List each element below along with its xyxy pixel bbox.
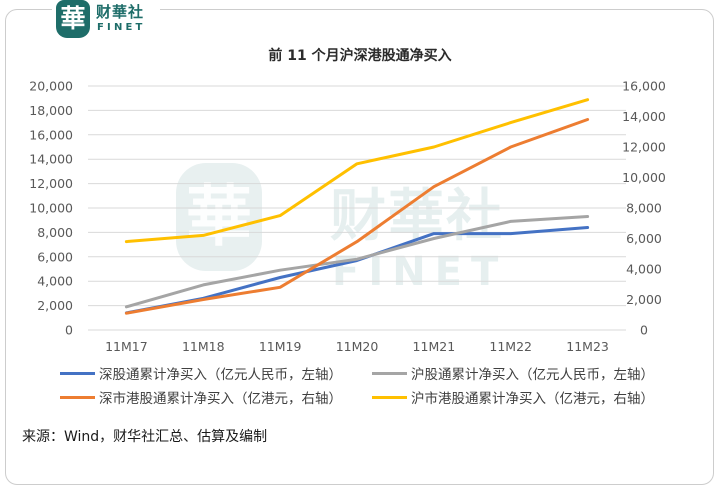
x-axis-category-label: 11M23 — [566, 339, 609, 354]
x-axis-category-label: 11M21 — [413, 339, 456, 354]
right-axis-tick-label: 0 — [640, 323, 648, 338]
right-axis-tick-label: 2,000 — [626, 292, 662, 307]
legend-label: 沪市港股通累计净买入（亿港元，右轴） — [411, 391, 654, 407]
chart-title: 前 11 个月沪深港股通净买入 — [268, 48, 452, 64]
brand-logo: 華 财華社 FINET — [52, 0, 160, 40]
left-axis-tick-label: 8,000 — [37, 225, 73, 240]
right-axis-tick-label: 10,000 — [622, 170, 666, 185]
x-axis-category-label: 11M22 — [489, 339, 532, 354]
left-axis-tick-label: 2,000 — [37, 298, 73, 313]
series-line-1 — [124, 215, 590, 309]
series-lines — [124, 98, 590, 315]
series-line-2 — [124, 118, 590, 315]
right-axis-tick-label: 16,000 — [622, 79, 666, 94]
legend-label: 深股通累计净买入（亿元人民币，左轴） — [99, 367, 342, 383]
legend-label: 沪股通累计净买入（亿元人民币，左轴） — [411, 367, 654, 383]
left-axis-tick-label: 4,000 — [37, 274, 73, 289]
left-axis-tick-label: 0 — [65, 323, 73, 338]
x-axis-category-label: 11M19 — [259, 339, 302, 354]
chart-legend: 深股通累计净买入（亿元人民币，左轴） 沪股通累计净买入（亿元人民币，左轴） 深市… — [60, 361, 672, 409]
right-axis-tick-label: 12,000 — [622, 140, 666, 155]
right-axis-tick-label: 8,000 — [626, 201, 662, 216]
legend-item-sz-connect: 深股通累计净买入（亿元人民币，左轴） — [60, 361, 372, 385]
legend-item-sz-southbound: 深市港股通累计净买入（亿港元，右轴） — [60, 385, 372, 409]
legend-swatch — [60, 395, 95, 399]
card-border — [5, 9, 714, 485]
legend-swatch — [372, 395, 407, 399]
watermark-brand-name: 财華社 — [330, 184, 504, 249]
legend-item-sh-southbound: 沪市港股通累计净买入（亿港元，右轴） — [372, 385, 672, 409]
logo-brand-sub: FINET — [97, 22, 146, 33]
left-axis-tick-label: 16,000 — [29, 127, 73, 142]
watermark-logo-mark: 華 — [176, 163, 262, 271]
axis-labels: 0 2,000 4,000 6,000 8,000 10,000 12,000 14,000 1… — [29, 79, 666, 355]
legend-item-sh-connect: 沪股通累计净买入（亿元人民币，左轴） — [372, 361, 672, 385]
left-axis-tick-label: 6,000 — [37, 249, 73, 264]
left-axis-tick-label: 10,000 — [29, 201, 73, 216]
logo-brand-name: 财華社 — [96, 3, 145, 21]
x-axis-category-label: 11M18 — [182, 339, 225, 354]
left-axis-tick-label: 12,000 — [29, 176, 73, 191]
legend-swatch — [60, 371, 95, 375]
x-axis-category-label: 11M20 — [336, 339, 379, 354]
right-axis-tick-label: 14,000 — [622, 109, 666, 124]
left-axis-tick-label: 14,000 — [29, 152, 73, 167]
left-axis-tick-label: 20,000 — [29, 79, 73, 94]
x-axis-category-label: 11M17 — [105, 339, 148, 354]
source-note: 来源：Wind，财华社汇总、估算及编制 — [22, 429, 268, 445]
left-axis-tick-label: 18,000 — [29, 103, 73, 118]
right-axis-tick-label: 4,000 — [626, 262, 662, 277]
right-axis-tick-label: 6,000 — [626, 231, 662, 246]
logo-mark-icon: 華 — [56, 0, 90, 38]
series-line-3 — [124, 98, 590, 244]
legend-swatch — [372, 371, 407, 375]
legend-label: 深市港股通累计净买入（亿港元，右轴） — [99, 391, 342, 407]
